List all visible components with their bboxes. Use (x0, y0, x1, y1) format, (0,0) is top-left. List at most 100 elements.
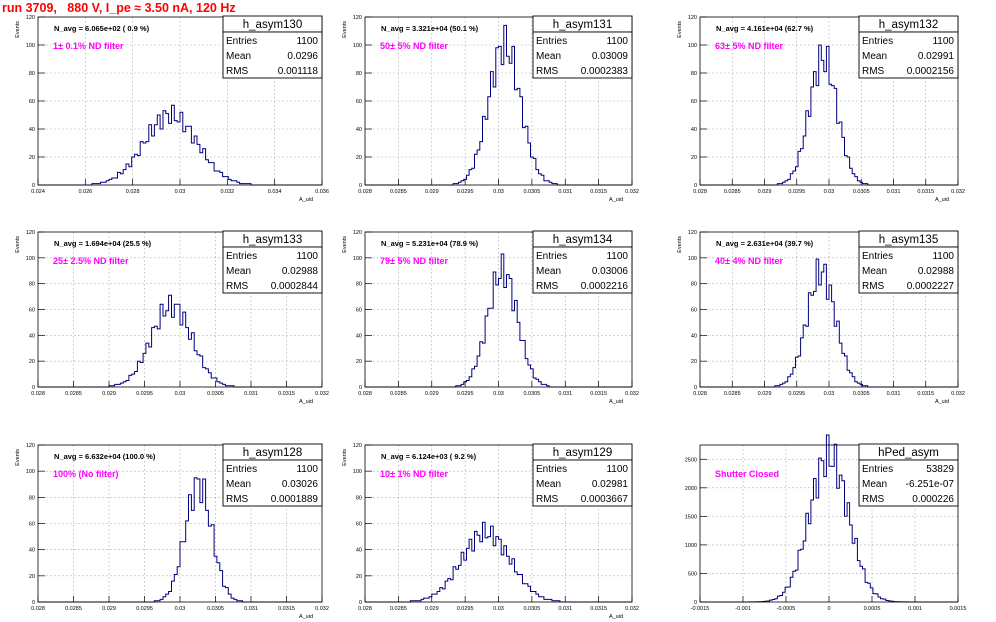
x-tick-label: -0.0015 (691, 606, 710, 612)
y-tick-label: 60 (356, 308, 362, 314)
x-tick-label: 0.036 (315, 189, 329, 195)
stats-value: 53829 (926, 464, 954, 475)
stats-value: -6.251e-07 (906, 479, 955, 490)
x-tick-label: 0.0285 (65, 391, 82, 397)
filter-annotation: 25± 2.5% ND filter (53, 256, 129, 266)
y-tick-label: 80 (356, 282, 362, 288)
x-tick-label: 0.0285 (724, 189, 741, 195)
stats-label: RMS (226, 66, 249, 77)
y-tick-label: 100 (353, 469, 362, 475)
y-tick-label: 60 (29, 99, 35, 105)
x-tick-label: 0.028 (358, 189, 372, 195)
stats-label: RMS (862, 494, 885, 505)
x-tick-label: 0 (827, 606, 830, 612)
x-tick-label: 0.0285 (65, 606, 82, 612)
x-tick-label: 0.028 (358, 606, 372, 612)
y-tick-label: 1000 (685, 543, 697, 549)
y-tick-label: 2000 (685, 486, 697, 492)
filter-annotation: 10± 1% ND filter (380, 469, 448, 479)
y-axis-title: Events (342, 449, 348, 466)
stats-value: 0.0002227 (907, 281, 955, 292)
x-tick-label: 0.0285 (390, 606, 407, 612)
stats-label: Mean (536, 266, 561, 277)
stats-box (858, 31, 959, 79)
x-tick-label: 0.029 (102, 606, 116, 612)
y-tick-label: 60 (356, 522, 362, 528)
x-tick-label: 0.0315 (590, 606, 607, 612)
y-tick-label: 40 (29, 333, 35, 339)
x-tick-label: 0.0315 (278, 391, 295, 397)
x-tick-label: 0.034 (268, 189, 282, 195)
x-tick-label: 0.0305 (523, 189, 540, 195)
x-tick-label: 0.032 (625, 391, 639, 397)
run-title: run 3709, 880 V, I_pe ≈ 3.50 nA, 120 Hz (2, 1, 236, 15)
x-tick-label: 0.0305 (523, 391, 540, 397)
y-tick-label: 100 (26, 256, 35, 262)
x-tick-label: 0.029 (758, 189, 772, 195)
stats-label: Mean (226, 479, 251, 490)
y-tick-label: 120 (688, 15, 697, 21)
y-tick-label: 0 (359, 600, 362, 606)
navg-label: N_avg = 6.632e+04 (100.0 %) (54, 452, 156, 461)
y-tick-label: 100 (26, 43, 35, 49)
x-axis-title: A_uid (609, 614, 623, 620)
x-tick-label: 0.03 (824, 189, 835, 195)
filter-annotation: 100% (No filter) (53, 469, 119, 479)
x-tick-label: -0.0005 (777, 606, 796, 612)
x-tick-label: 0.032 (625, 606, 639, 612)
y-tick-label: 100 (353, 43, 362, 49)
y-tick-label: 60 (29, 308, 35, 314)
histogram-panel-h_asym129: 0.028 0.0285 0.029 0.0295 0.03 0.0305 0.031 0.0… (342, 443, 639, 620)
filter-annotation: 79± 5% ND filter (380, 256, 448, 266)
x-tick-label: 0.0315 (590, 189, 607, 195)
stats-box (858, 246, 959, 294)
y-tick-label: 120 (26, 230, 35, 236)
stats-value: 0.02988 (282, 266, 319, 277)
stats-label: Entries (226, 464, 257, 475)
stats-label: Mean (862, 479, 887, 490)
x-tick-label: 0.0295 (788, 189, 805, 195)
y-tick-label: 40 (356, 333, 362, 339)
histogram-name: h_asym130 (243, 19, 302, 31)
y-tick-label: 0 (359, 183, 362, 189)
y-tick-label: 20 (691, 359, 697, 365)
x-tick-label: 0.031 (887, 189, 901, 195)
x-tick-label: 0.001 (908, 606, 922, 612)
x-tick-label: 0.028 (31, 606, 45, 612)
x-tick-label: 0.0305 (207, 391, 224, 397)
x-tick-label: 0.032 (315, 606, 329, 612)
x-tick-label: 0.028 (693, 391, 707, 397)
x-tick-label: 0.0305 (207, 606, 224, 612)
y-tick-label: 120 (26, 443, 35, 449)
y-tick-label: 20 (356, 359, 362, 365)
x-tick-label: 0.029 (102, 391, 116, 397)
x-axis-title: A_uid (609, 197, 623, 203)
x-axis-title: A_uid (935, 197, 949, 203)
x-tick-label: 0.03 (175, 189, 186, 195)
y-tick-label: 80 (29, 71, 35, 77)
x-tick-label: 0.03 (824, 391, 835, 397)
navg-label: N_avg = 2.631e+04 (39.7 %) (716, 239, 814, 248)
navg-label: N_avg = 3.321e+04 (50.1 %) (381, 24, 479, 33)
y-axis-title: Events (677, 236, 683, 253)
stats-label: Entries (862, 464, 893, 475)
x-axis-title: A_uid (299, 614, 313, 620)
histogram-panel-h_asym134: 0.028 0.0285 0.029 0.0295 0.03 0.0305 0.031 0.0… (342, 230, 639, 405)
y-tick-label: 60 (691, 308, 697, 314)
stats-box (858, 459, 959, 507)
histogram-name: hPed_asym (878, 447, 939, 459)
y-tick-label: 0 (359, 385, 362, 391)
y-tick-label: 80 (29, 282, 35, 288)
y-tick-label: 0 (32, 385, 35, 391)
y-tick-label: 1500 (685, 514, 697, 520)
y-tick-label: 0 (32, 600, 35, 606)
x-tick-label: 0.031 (244, 606, 258, 612)
x-tick-label: 0.031 (558, 606, 572, 612)
x-tick-label: 0.029 (425, 391, 439, 397)
histogram-name: h_asym128 (243, 447, 302, 459)
y-tick-label: 80 (691, 71, 697, 77)
x-tick-label: 0.0305 (523, 606, 540, 612)
x-tick-label: 0.026 (78, 189, 92, 195)
x-axis-title: A_uid (935, 399, 949, 405)
